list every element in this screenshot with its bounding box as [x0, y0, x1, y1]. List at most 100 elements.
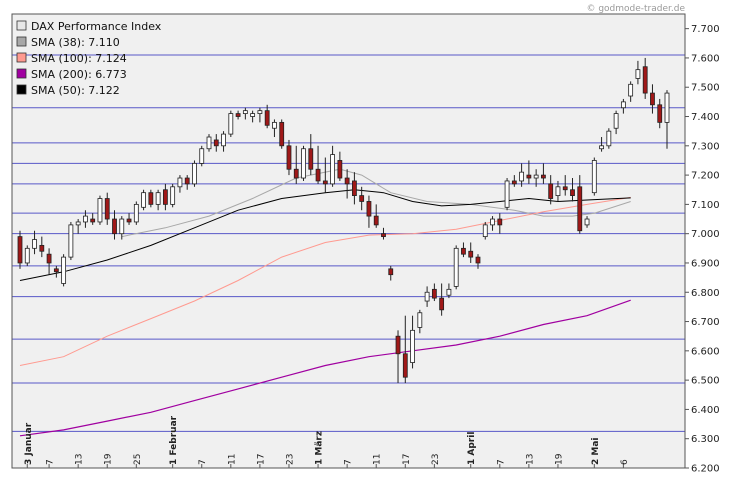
candle-body	[606, 130, 612, 147]
x-tick-label: 11	[227, 454, 237, 465]
candle-body	[83, 215, 88, 223]
candle-body	[373, 215, 379, 226]
candle-body	[301, 148, 306, 179]
y-tick-label: 7.600	[691, 53, 720, 64]
candle-body	[315, 168, 321, 182]
candle-body	[155, 192, 161, 205]
candle-body	[337, 160, 343, 179]
candle-body	[461, 247, 466, 255]
candle-body	[497, 218, 503, 226]
y-tick-label: 6.500	[691, 376, 720, 387]
candle-body	[410, 329, 415, 363]
candle-body	[104, 198, 110, 220]
candle-body	[308, 148, 314, 170]
candle-body	[599, 145, 604, 150]
y-tick-label: 6.200	[691, 464, 720, 475]
watermark: © godmode-trader.de	[586, 4, 685, 14]
candle-body	[192, 162, 197, 185]
candle-body	[286, 145, 292, 170]
candle-body	[657, 104, 663, 123]
candle-body	[490, 218, 495, 226]
legend-label: SMA (200): 6.773	[31, 68, 127, 81]
candle-body	[322, 180, 328, 185]
y-tick-label: 6.300	[691, 434, 720, 445]
candle-body	[439, 297, 445, 311]
sma-line	[19, 299, 631, 437]
y-tick-label: 7.200	[691, 171, 720, 182]
plot-frame	[11, 13, 686, 469]
x-tick-label: 1 März	[315, 431, 325, 465]
x-tick-label: 1 Februar	[169, 415, 179, 465]
sma-line	[121, 168, 631, 238]
x-tick-label: 13	[525, 454, 535, 465]
legend-label: SMA (50): 7.122	[31, 84, 120, 97]
candle-body	[628, 83, 634, 97]
candle-body	[293, 168, 299, 179]
candle-body	[381, 233, 386, 238]
candle-body	[170, 186, 176, 205]
x-axis: 3 Januar 7 13 19 25 1 Februar 7 11 17 23 1 März 7 11…	[24, 415, 630, 468]
candle-body	[330, 154, 335, 185]
candle-body	[591, 160, 597, 194]
candle-body	[272, 121, 277, 129]
y-tick-label: 6.400	[691, 405, 720, 416]
candle-body	[519, 171, 525, 182]
candle-body	[24, 247, 30, 264]
y-tick-label: 6.800	[691, 288, 720, 299]
x-tick-label: 19	[554, 453, 564, 465]
x-tick-label: 7	[46, 459, 56, 465]
legend-swatch	[16, 36, 27, 47]
x-tick-label: 11	[373, 454, 383, 465]
legend-swatch	[16, 20, 27, 31]
candle-body	[162, 189, 168, 205]
x-tick-label: 25	[133, 454, 143, 465]
candle-body	[206, 136, 212, 150]
candle-body	[250, 113, 256, 117]
y-tick-label: 6.900	[691, 258, 720, 269]
candle-body	[53, 268, 59, 273]
candle-body	[395, 335, 401, 355]
x-tick-label: 17	[402, 454, 412, 465]
candle-body	[577, 186, 583, 232]
candle-body	[555, 186, 561, 196]
y-tick-label: 6.600	[691, 346, 720, 357]
x-tick-label: 1 April	[467, 432, 477, 465]
x-tick-label: 6	[620, 459, 630, 465]
sma-lines	[19, 168, 631, 437]
y-tick-label: 7.700	[691, 24, 720, 35]
candle-body	[352, 180, 357, 196]
candle-body	[511, 180, 517, 185]
candle-body	[388, 268, 394, 276]
candle-body	[46, 253, 52, 264]
candle-body	[141, 192, 146, 208]
legend-label: SMA (100): 7.124	[31, 52, 127, 65]
candle-body	[257, 110, 263, 114]
y-tick-label: 7.000	[691, 229, 720, 240]
candle-body	[541, 174, 546, 179]
candle-body	[199, 148, 205, 164]
candle-body	[279, 121, 285, 147]
candle-body	[468, 250, 474, 258]
x-tick-label: 3 Januar	[24, 422, 34, 465]
candle-body	[650, 92, 655, 106]
candle-body	[562, 186, 568, 191]
x-tick-label: 7	[198, 459, 208, 465]
sma-line	[19, 196, 631, 366]
y-tick-label: 7.400	[691, 112, 720, 123]
candle-body	[112, 218, 117, 235]
candle-body	[97, 198, 103, 223]
candle-body	[32, 239, 37, 249]
candle-body	[620, 101, 626, 109]
y-tick-label: 7.100	[691, 200, 720, 211]
candle-body	[90, 218, 96, 223]
legend-swatch	[16, 52, 27, 63]
candle-body	[548, 183, 554, 199]
x-tick-label: 23	[285, 454, 295, 465]
candle-body	[213, 139, 219, 147]
y-tick-label: 7.500	[691, 83, 720, 94]
candle-body	[533, 174, 539, 179]
candle-body	[148, 192, 154, 205]
candle-body	[642, 66, 648, 94]
candle-body	[221, 133, 226, 147]
